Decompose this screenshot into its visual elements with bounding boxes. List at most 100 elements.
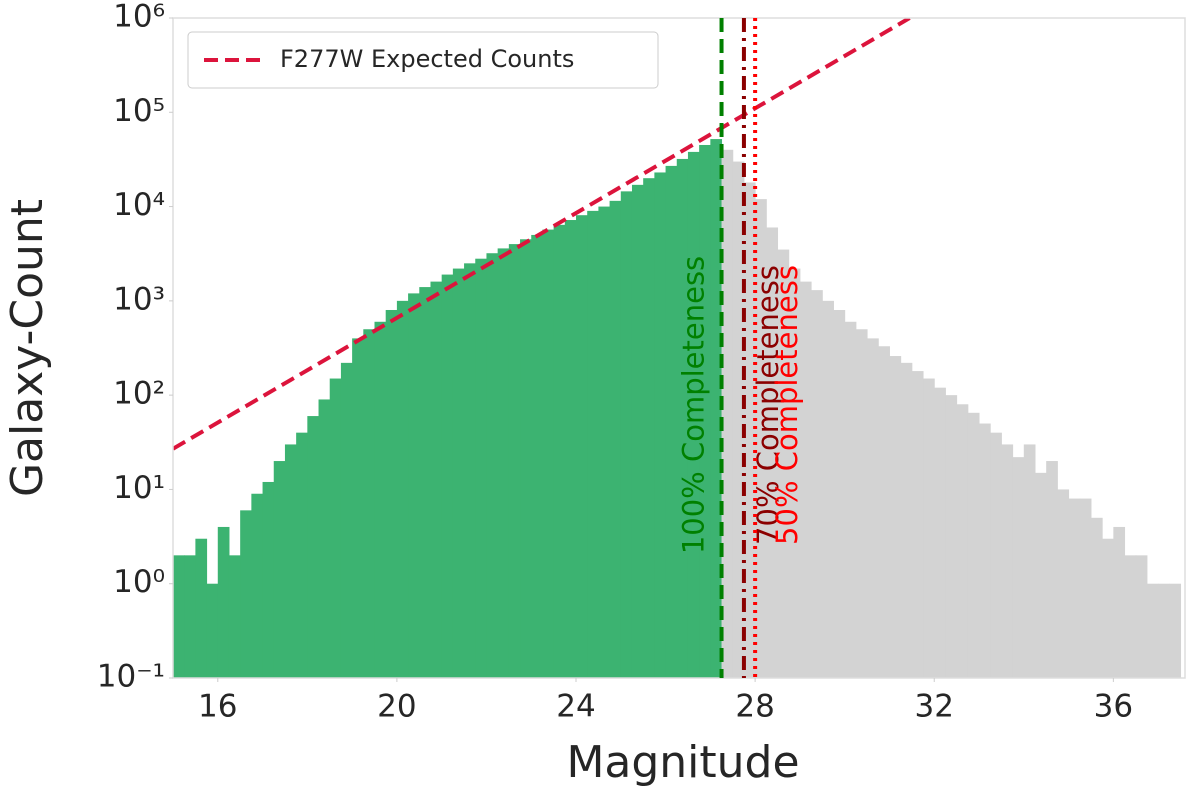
histogram-bar: [855, 329, 868, 678]
histogram-bar: [687, 151, 700, 678]
expected-counts-line: [173, 18, 911, 451]
histogram-bar: [228, 555, 241, 678]
histogram-bar: [318, 399, 331, 678]
histogram-bar: [710, 139, 723, 678]
histogram-bar: [508, 244, 521, 678]
histogram-bar: [1057, 489, 1070, 678]
histogram-bar: [441, 274, 454, 678]
histogram-bar: [329, 378, 342, 678]
histogram-bar: [475, 258, 487, 678]
histogram-bar: [486, 253, 499, 678]
histogram-bar: [598, 206, 611, 678]
histogram-bar: [844, 321, 857, 678]
x-axis-label: Magnitude: [566, 737, 799, 788]
histogram-bar: [1046, 461, 1058, 678]
histogram-bar: [699, 144, 711, 678]
histogram-bar: [374, 321, 387, 678]
histogram-bar: [363, 329, 376, 678]
histogram-bar: [631, 184, 644, 678]
y-tick-label: 10¹: [113, 470, 165, 506]
histogram-bar: [1012, 457, 1025, 678]
histogram-bar: [620, 191, 633, 678]
histogram-bar: [1146, 583, 1159, 678]
histogram-bar: [732, 161, 745, 678]
legend-label: F277W Expected Counts: [280, 45, 574, 73]
histogram-bar: [721, 149, 734, 678]
histogram-bar: [1169, 583, 1182, 678]
histogram-bar: [307, 416, 320, 678]
y-tick-label: 10²: [113, 376, 165, 412]
histogram-bar: [788, 268, 801, 678]
histogram-bar: [1158, 583, 1170, 678]
histogram-bar: [195, 538, 208, 678]
histogram-bar: [576, 215, 588, 678]
histogram-bar: [262, 481, 275, 678]
x-tick-label: 32: [915, 689, 954, 725]
completeness-label: 100% Completeness: [677, 256, 711, 554]
histogram-bar: [811, 290, 823, 678]
histogram-bar: [923, 378, 935, 678]
y-tick-label: 10⁶: [113, 0, 165, 35]
histogram-bar: [1124, 555, 1137, 678]
histogram-bar: [799, 281, 812, 678]
histogram-bar: [1023, 444, 1036, 678]
histogram-bar: [206, 583, 219, 678]
histogram-bar: [654, 172, 667, 678]
x-tick-label: 16: [198, 689, 237, 725]
histogram-bar: [217, 526, 230, 678]
histogram-bar: [743, 182, 756, 678]
histogram-bar: [296, 432, 308, 678]
histogram-bar: [240, 510, 252, 678]
histogram-bar: [396, 300, 409, 678]
histogram-bar: [1068, 498, 1081, 678]
histogram-bar: [430, 281, 443, 678]
histogram-bar: [1034, 472, 1047, 678]
histogram-bar: [777, 249, 790, 678]
histogram-bar: [956, 404, 969, 678]
histogram-bar: [967, 412, 980, 678]
histogram-bar: [497, 248, 510, 678]
histogram-bar: [867, 338, 879, 678]
histogram-bar: [878, 346, 890, 678]
y-axis-label: Galaxy-Count: [2, 199, 53, 497]
histogram-bar: [520, 239, 532, 678]
histogram-bar: [934, 387, 946, 678]
histogram-bar: [273, 461, 286, 678]
histogram-bar: [184, 555, 196, 678]
histogram-bar: [419, 287, 431, 678]
x-tick-label: 24: [556, 689, 595, 725]
histogram-bar: [542, 229, 555, 678]
legend-box: [187, 31, 659, 89]
histogram-bar: [1001, 444, 1014, 678]
histogram-bar: [990, 432, 1002, 678]
histogram-bar: [833, 309, 846, 678]
histogram-bar: [352, 338, 364, 678]
x-tick-label: 28: [735, 689, 774, 725]
histogram-bar: [284, 444, 297, 678]
histogram-bar: [408, 293, 420, 678]
histogram-bar: [643, 178, 655, 678]
y-tick-label: 10⁻¹: [97, 659, 165, 695]
y-tick-label: 10³: [113, 281, 165, 317]
histogram-bar: [173, 555, 185, 678]
y-tick-label: 10⁵: [113, 93, 165, 129]
x-tick-label: 20: [377, 689, 416, 725]
histogram-bar: [979, 423, 991, 678]
histogram-bar: [587, 210, 599, 678]
histogram-bar: [251, 493, 264, 678]
completeness-label: 50% Completeness: [770, 265, 804, 545]
histogram-bar: [1079, 498, 1092, 678]
histogram-bar: [665, 165, 678, 678]
histogram-bar: [1135, 555, 1148, 678]
x-tick-label: 36: [1094, 689, 1133, 725]
histogram-bar: [531, 234, 543, 678]
histogram-bar: [1090, 517, 1103, 678]
histogram-bar: [452, 268, 465, 678]
histogram-bar: [1113, 526, 1126, 678]
histogram-bar: [676, 158, 689, 678]
histogram-bar: [822, 300, 834, 678]
y-tick-label: 10⁴: [113, 187, 165, 223]
histogram-bar: [911, 371, 924, 678]
histogram-bar: [1102, 538, 1114, 678]
